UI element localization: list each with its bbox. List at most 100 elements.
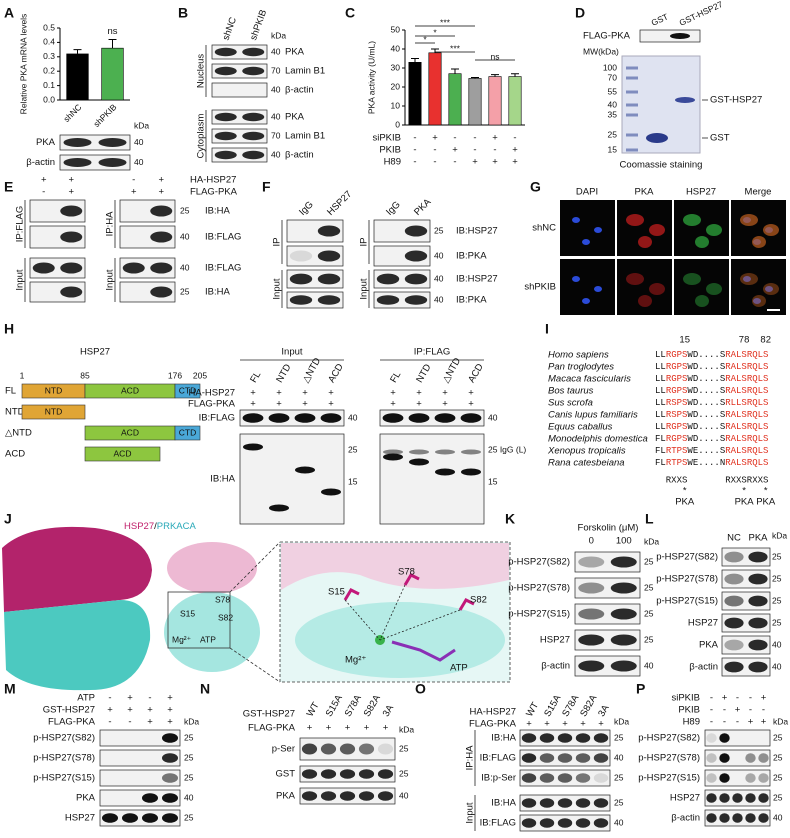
probe-label: FLAG-PKA [583, 31, 631, 42]
band [214, 131, 237, 141]
band [404, 225, 428, 237]
condition-name: FLAG-PKA [248, 723, 296, 734]
sign: + [416, 388, 422, 399]
y-tick-label: 30 [391, 62, 401, 72]
band [301, 743, 318, 755]
position-label: 82 [760, 335, 771, 346]
construct-label: NTD [5, 407, 25, 418]
row-label: shNC [532, 223, 556, 234]
panel-letter: A [4, 5, 14, 21]
lane-label: GST [650, 11, 670, 27]
sequence-part: RGPS [666, 434, 688, 444]
mw-label: 25 [184, 772, 194, 782]
construct-label: △NTD [5, 428, 32, 439]
y-tick-label: 0.3 [43, 51, 55, 61]
condition-name: ATP [77, 693, 95, 704]
band [719, 773, 730, 783]
residue [403, 573, 420, 586]
sequence-part: RALSRQLS [725, 434, 768, 444]
x-tick-label: shPKIB [91, 102, 118, 129]
row-label: IB:FLAG [480, 753, 516, 764]
domain-label: CTD [179, 427, 196, 437]
row-label: shPKIB [524, 282, 556, 293]
band [150, 286, 173, 298]
marker-label: 70 [608, 72, 618, 82]
construct-label: ACD [5, 449, 25, 460]
sign: + [452, 145, 458, 156]
row-label: IB:HSP27 [456, 226, 498, 237]
row-label: IB:FLAG [199, 413, 235, 424]
lane-label: S82A [578, 693, 599, 719]
band [539, 798, 555, 808]
lane-label: IgG [384, 199, 403, 218]
group-label: IP [272, 238, 283, 247]
sign: - [453, 133, 456, 144]
row-label: p-HSP27(S15) [656, 596, 718, 607]
domain-label: NTD [45, 385, 62, 395]
error-bar [108, 39, 117, 49]
diagram-title: HSP27 [80, 347, 110, 358]
band [320, 791, 337, 801]
sign: - [453, 157, 456, 168]
marker-label: 40 [608, 99, 618, 109]
row-label: p-HSP27(S78) [638, 753, 700, 764]
band [60, 286, 83, 298]
band [521, 733, 537, 743]
species: Equus caballus [548, 422, 613, 433]
lane-label: S82A [362, 693, 383, 719]
sign: + [302, 399, 308, 410]
mw-label: 25 [184, 732, 194, 742]
condition-name: FLAG-PKA [188, 399, 236, 410]
sign: - [736, 693, 739, 704]
row-label: p-HSP27(S78) [508, 583, 570, 594]
panel-letter: J [4, 511, 12, 527]
group-label: Input [359, 278, 370, 299]
band [269, 504, 289, 512]
sequence-part: WD....S [687, 410, 725, 420]
band [60, 231, 83, 243]
row-label: p-HSP27(S15) [508, 609, 570, 620]
kda-label: kDa [644, 536, 659, 546]
species: Sus scrofa [548, 398, 593, 409]
cell [683, 273, 701, 285]
sign: - [42, 187, 45, 198]
domain [174, 383, 201, 399]
sign: + [468, 399, 474, 410]
sequence-part: FL [655, 434, 666, 444]
species: Monodelphis domestica [548, 434, 648, 445]
sign: + [147, 705, 153, 716]
group-label: IP:FLAG [15, 206, 26, 242]
nucleus [594, 286, 602, 292]
sign: + [167, 717, 173, 728]
band [408, 413, 430, 423]
species: Rana catesbeiana [548, 458, 625, 469]
row-label: p-HSP27(S15) [33, 773, 95, 784]
lane-label: ACD [326, 362, 346, 385]
nucleus [582, 298, 590, 304]
sign: - [148, 693, 151, 704]
sequence: LLRGPSWD....SRALSRQLS [655, 386, 768, 396]
lane-label: GST-HSP27 [678, 0, 725, 28]
sequence-part: RGPS [666, 350, 688, 360]
sequence-part: RALSRQLS [725, 350, 768, 360]
error-bar [411, 58, 419, 63]
band [162, 813, 178, 823]
nucleus [753, 298, 761, 304]
band [243, 443, 263, 451]
panel-letter: F [262, 179, 271, 195]
sequence-part: WD....S [687, 350, 725, 360]
sign: + [68, 187, 74, 198]
band [706, 793, 717, 803]
band [748, 595, 768, 607]
sign: + [250, 399, 256, 410]
band [593, 753, 609, 763]
sequence-part: WD....S [687, 374, 725, 384]
row-label: IB:HA [491, 798, 516, 809]
domain-label: CTD [179, 385, 196, 395]
sign: + [167, 705, 173, 716]
cell [695, 295, 709, 307]
legend-part: HSP27 [124, 521, 154, 532]
sequence: LLRGPSWD....SRALSRQLS [655, 422, 768, 432]
marker-band [626, 103, 638, 107]
band [268, 413, 290, 423]
